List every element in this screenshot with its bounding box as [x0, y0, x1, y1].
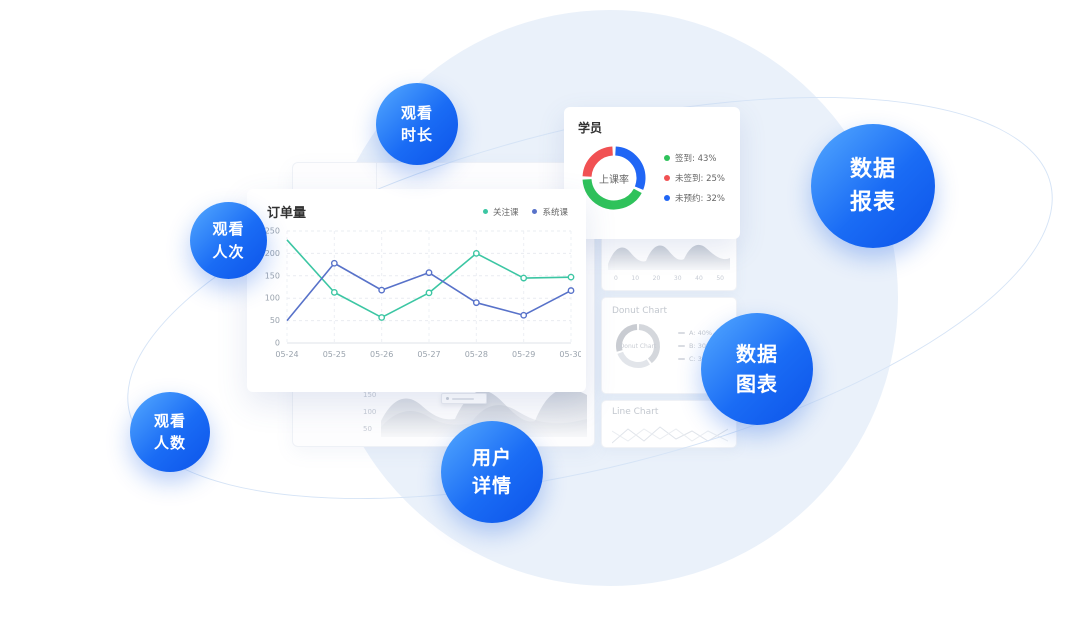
orders-card-title: 订单量	[267, 206, 307, 221]
svg-text:05-26: 05-26	[370, 350, 393, 359]
orders-card: 订单量 关注课 系统课 0 50 100 150 200 250 05-24 05-25 05-…	[247, 189, 586, 392]
legend-dot-icon	[664, 175, 670, 181]
legend-label: A: 40%	[689, 329, 713, 337]
bottom-area-y-axis: 150 100 50	[363, 391, 376, 433]
x-tick: 0	[614, 275, 618, 282]
svg-text:05-30: 05-30	[559, 350, 581, 359]
legend-label: 系统课	[542, 207, 568, 218]
background-line-chart	[611, 426, 729, 444]
tooltip-dot-icon	[446, 397, 449, 400]
legend-item-checked-in[interactable]: 签到: 43%	[664, 152, 725, 164]
badge-label: 图表	[736, 372, 778, 396]
legend-dash-icon	[678, 358, 685, 360]
svg-text:05-27: 05-27	[417, 350, 440, 359]
badge-label: 用户	[471, 446, 512, 469]
svg-text:05-29: 05-29	[512, 350, 535, 359]
badge-label: 观看	[400, 103, 433, 122]
legend-dot-icon	[664, 195, 670, 201]
legend-item: C: 30%	[678, 355, 712, 363]
tooltip-text-placeholder	[452, 397, 474, 400]
x-tick: 40	[695, 275, 703, 282]
attendance-donut-chart	[582, 146, 646, 210]
background-mini-area-card: 0 10 20 30 40 50	[601, 233, 737, 291]
badge-label: 人数	[153, 434, 186, 452]
legend-item-not-booked[interactable]: 未预约: 32%	[664, 192, 725, 204]
students-card: 学员 上课率 签到: 43% 未签到: 25% 未预约: 32%	[564, 107, 740, 239]
legend-dot-icon	[532, 209, 538, 214]
badge-user-details[interactable]: 用户 详情	[441, 421, 543, 523]
y-tick: 150	[363, 391, 377, 399]
y-tick: 100	[363, 408, 377, 416]
svg-text:100: 100	[265, 294, 280, 303]
svg-text:05-24: 05-24	[275, 350, 298, 359]
legend-label: 关注课	[492, 207, 519, 218]
legend-label: B: 30%	[689, 342, 713, 350]
mini-area-chart	[608, 244, 730, 270]
badge-label: 数据	[736, 342, 778, 366]
svg-text:200: 200	[265, 249, 280, 258]
badge-data-reports[interactable]: 数据 报表	[811, 124, 935, 248]
svg-text:150: 150	[265, 271, 280, 280]
badge-label: 报表	[849, 190, 896, 215]
background-donut-legend: A: 40% B: 30% C: 30%	[678, 329, 712, 363]
legend-item-series-1[interactable]: 关注课	[482, 206, 519, 218]
mini-area-x-axis: 0 10 20 30 40 50	[608, 275, 730, 282]
legend-dash-icon	[678, 332, 685, 334]
badge-data-charts[interactable]: 数据 图表	[701, 313, 813, 425]
x-tick: 10	[631, 275, 640, 282]
students-card-title: 学员	[578, 121, 603, 135]
chart-tooltip	[441, 393, 487, 404]
legend-item: B: 30%	[678, 342, 712, 350]
students-legend: 签到: 43% 未签到: 25% 未预约: 32%	[664, 152, 725, 204]
background-donut-center-label: Donut Chart	[619, 342, 657, 350]
x-tick: 30	[673, 275, 682, 282]
badge-label: 观看	[153, 411, 186, 430]
badge-label: 时长	[400, 126, 433, 144]
svg-text:0: 0	[275, 339, 280, 348]
y-tick: 50	[363, 425, 372, 433]
legend-item-series-2[interactable]: 系统课	[532, 206, 568, 218]
donut-center-label: 上课率	[599, 174, 629, 186]
legend-label: 签到: 43%	[675, 154, 717, 164]
orders-legend: 关注课 系统课	[482, 206, 568, 218]
svg-text:50: 50	[270, 316, 280, 325]
legend-dot-icon	[482, 209, 488, 214]
background-donut-title: Donut Chart	[612, 306, 667, 316]
x-tick: 50	[716, 275, 724, 282]
orders-line-chart: 0 50 100 150 200 250 05-24 05-25 05-26 05-27 05-28…	[265, 227, 583, 360]
badge-label: 详情	[471, 475, 512, 497]
legend-label: 未预约: 32%	[675, 194, 725, 204]
x-tick: 20	[652, 275, 661, 282]
legend-item: A: 40%	[678, 329, 712, 337]
legend-label: 未签到: 25%	[675, 174, 725, 184]
legend-dash-icon	[678, 345, 685, 347]
badge-watch-users[interactable]: 观看 人数	[130, 392, 210, 472]
background-line-title: Line Chart	[612, 407, 659, 417]
svg-text:05-28: 05-28	[465, 350, 488, 359]
background-panel-header-cell	[293, 163, 377, 201]
badge-label: 数据	[849, 157, 896, 182]
background-line-card: Line Chart	[601, 400, 737, 448]
badge-watch-views[interactable]: 观看 人次	[190, 202, 267, 279]
legend-dot-icon	[664, 155, 670, 161]
legend-item-not-checked-in[interactable]: 未签到: 25%	[664, 172, 725, 184]
badge-label: 人次	[212, 242, 245, 261]
badge-watch-duration[interactable]: 观看 时长	[376, 83, 458, 165]
badge-label: 观看	[212, 220, 245, 238]
legend-label: C: 30%	[689, 355, 713, 363]
svg-text:250: 250	[265, 227, 280, 236]
svg-text:05-25: 05-25	[323, 350, 346, 359]
background-donut-chart	[616, 324, 660, 368]
